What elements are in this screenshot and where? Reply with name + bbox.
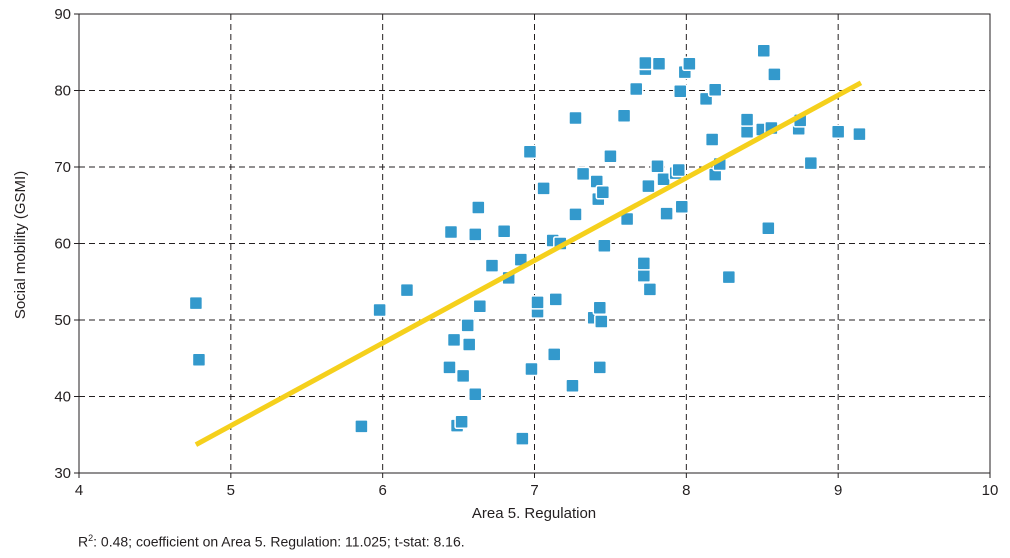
data-point [674, 199, 690, 215]
y-tick-label: 30 [54, 465, 71, 482]
data-point [682, 56, 697, 71]
data-point [524, 361, 539, 377]
data-point [471, 200, 486, 215]
data-point [592, 300, 608, 316]
fit-line-group [194, 80, 863, 447]
data-point [595, 184, 611, 200]
data-point [472, 298, 488, 314]
data-point [372, 302, 387, 318]
data-point [530, 295, 545, 310]
data-point [803, 155, 819, 171]
x-tick-label: 9 [834, 482, 842, 499]
data-point [443, 224, 459, 240]
data-point [399, 282, 415, 298]
data-point [442, 360, 457, 375]
data-point [496, 224, 512, 239]
y-axis-label: Social mobility (GSMI) [12, 171, 29, 319]
r-squared-superscript: 2 [88, 533, 94, 543]
data-point [454, 414, 469, 429]
data-point [461, 337, 477, 352]
fit-line [194, 80, 863, 447]
data-point [739, 124, 755, 140]
data-point [704, 132, 720, 147]
data-point [548, 292, 564, 307]
y-tick-label: 80 [54, 83, 71, 100]
axes [74, 13, 991, 478]
data-point [568, 110, 583, 126]
data-point [446, 332, 462, 348]
data-point [656, 171, 671, 187]
data-point [546, 347, 562, 362]
data-point [565, 378, 580, 394]
x-tick-label: 4 [75, 482, 83, 499]
data-point [671, 162, 686, 178]
data-point [460, 318, 475, 333]
regression-stats: : 0.48; coefficient on Area 5. Regulatio… [93, 533, 465, 550]
y-tick-label: 60 [54, 236, 71, 253]
y-tick-label: 90 [54, 6, 71, 23]
r-squared-label: R [78, 533, 89, 550]
data-point [484, 258, 500, 273]
data-point [852, 126, 867, 142]
x-tick-label: 10 [982, 482, 999, 499]
data-point [830, 124, 846, 140]
data-point [468, 386, 483, 402]
data-point [515, 431, 530, 446]
x-tick-label: 5 [227, 482, 235, 499]
data-point [651, 56, 667, 71]
data-point [522, 144, 538, 159]
data-point [659, 206, 674, 221]
data-point [650, 158, 665, 174]
data-point [188, 295, 204, 311]
data-point [721, 269, 737, 285]
grid-lines [79, 14, 990, 473]
data-point [592, 360, 608, 375]
data-point [597, 238, 612, 254]
data-point [767, 67, 782, 82]
data-point [636, 256, 652, 271]
y-tick-label: 70 [54, 159, 71, 176]
data-point [642, 282, 658, 297]
y-tick-label: 40 [54, 389, 71, 406]
x-tick-label: 6 [378, 482, 386, 499]
data-point [638, 55, 653, 71]
data-point [354, 419, 369, 434]
data-point [536, 181, 551, 196]
x-axis-label: Area 5. Regulation [472, 505, 596, 522]
data-points [188, 43, 867, 446]
x-tick-label: 8 [682, 482, 690, 499]
scatter-chart: 4 5 6 7 8 9 10 30 40 50 60 70 80 90 Area 5. Regulatio… [12, 6, 998, 522]
regression-footnote: R2: 0.48; coefficient on Area 5. Regulat… [78, 533, 465, 550]
data-point [756, 43, 772, 58]
data-point [673, 84, 688, 99]
data-point [641, 178, 656, 194]
data-point [616, 108, 632, 123]
data-point [455, 368, 471, 384]
data-point [636, 268, 652, 283]
data-point [603, 149, 618, 164]
data-point [739, 112, 755, 127]
data-point [575, 166, 591, 182]
data-point [468, 227, 483, 242]
data-point [707, 82, 723, 97]
data-point [191, 352, 207, 368]
data-point [568, 207, 583, 222]
data-point [594, 314, 609, 329]
x-tick-label: 7 [530, 482, 538, 499]
y-tick-label: 50 [54, 312, 71, 329]
tick-labels: 4 5 6 7 8 9 10 30 40 50 60 70 80 90 [54, 6, 998, 499]
data-point [628, 81, 644, 97]
data-point [761, 220, 776, 236]
